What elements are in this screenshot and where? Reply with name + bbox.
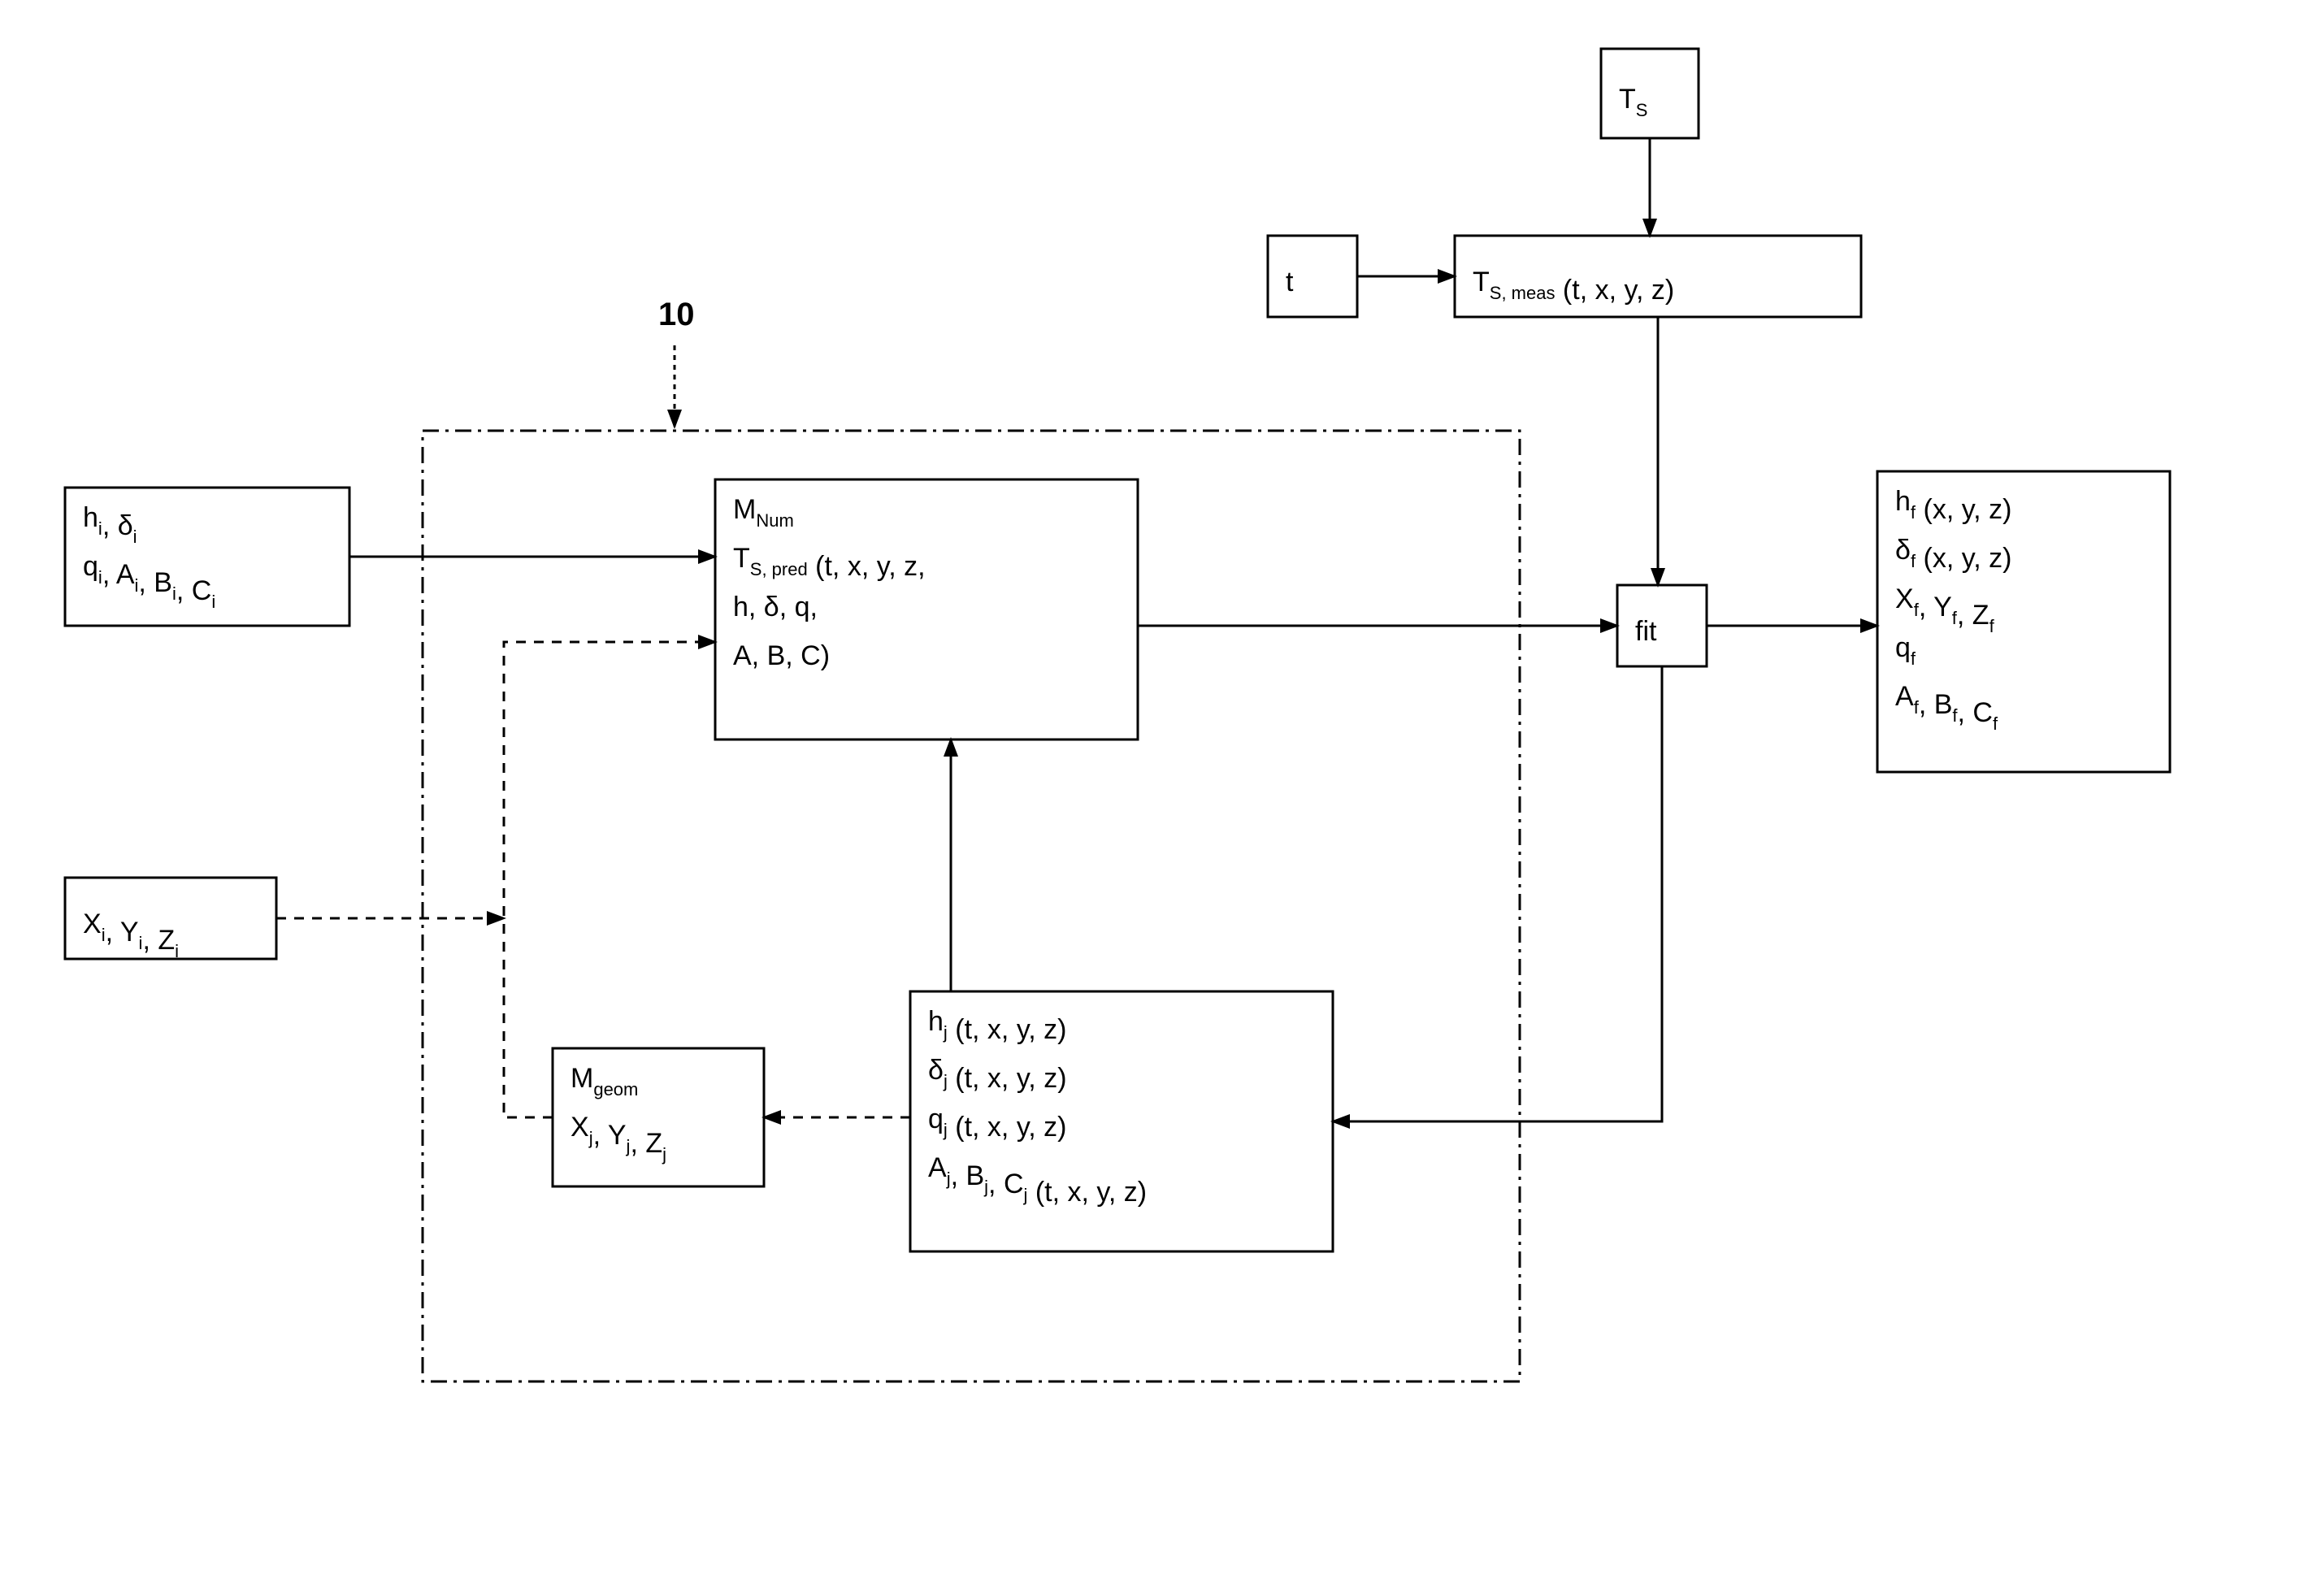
node-out: hf (x, y, z)δf (x, y, z)Xf, Yf, ZfqfAf, …: [1877, 471, 2170, 772]
node-ts: TS: [1601, 49, 1699, 138]
diagram-canvas: 10 TS t TS, meas (t, x, y, z) hi, δiqi, Ai, …: [0, 0, 2304, 1596]
svg-text:h, δ, q,: h, δ, q,: [733, 592, 818, 622]
svg-text:A, B, C): A, B, C): [733, 640, 830, 671]
reference-number-10: 10: [658, 297, 695, 332]
node-fit: fit: [1617, 585, 1707, 666]
node-in2: Xi, Yi, Zi: [65, 878, 276, 961]
edge-mgeom-to-mnum: [504, 642, 715, 1117]
svg-text:fit: fit: [1635, 616, 1657, 647]
node-mgeom: MgeomXj, Yj, Zj: [553, 1048, 764, 1186]
svg-text:t: t: [1286, 267, 1294, 297]
node-mnum: MNumTS, pred (t, x, y, z, h, δ, q, A, B,…: [715, 479, 1138, 739]
node-tsmeas: TS, meas (t, x, y, z): [1455, 236, 1861, 317]
edge-fit-to-params: [1333, 666, 1662, 1121]
node-in1: hi, δiqi, Ai, Bi, Ci: [65, 488, 349, 626]
node-params: hj (t, x, y, z)δj (t, x, y, z)qj (t, x, …: [910, 991, 1333, 1251]
node-t: t: [1268, 236, 1357, 317]
